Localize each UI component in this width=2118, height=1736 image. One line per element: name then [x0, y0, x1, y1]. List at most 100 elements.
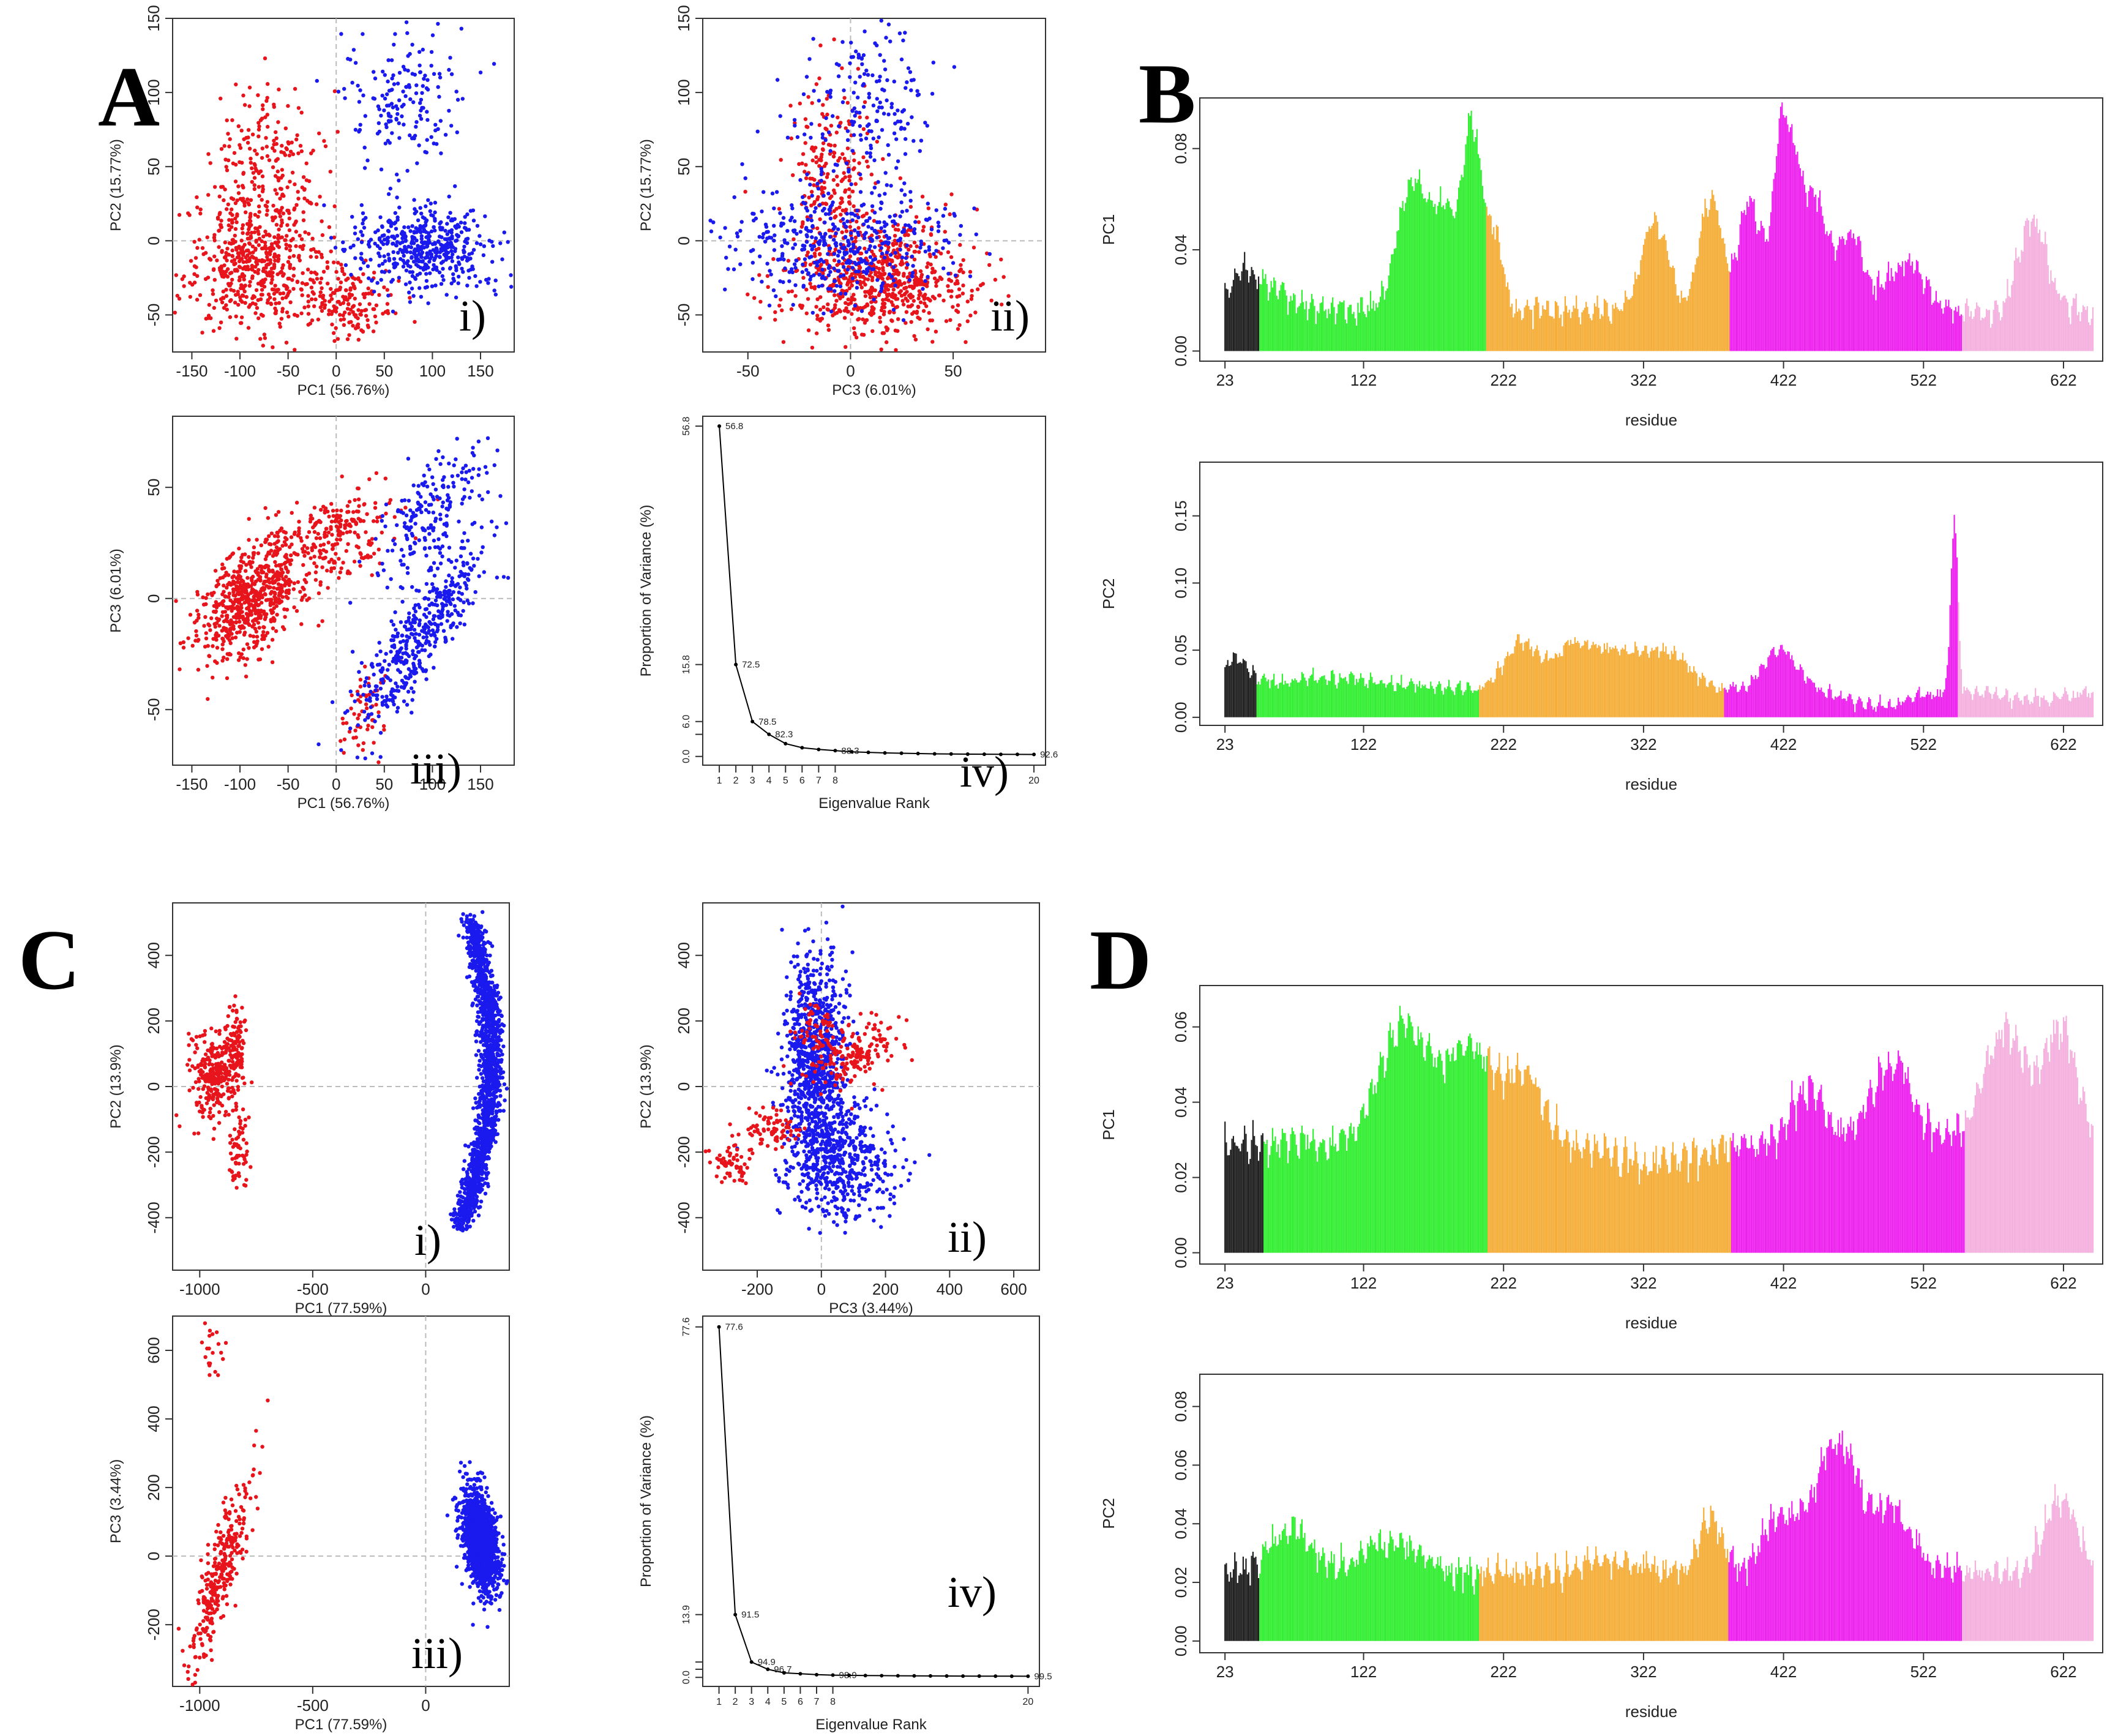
scatter-point [833, 215, 837, 220]
scatter-point [247, 203, 251, 207]
scatter-point [425, 285, 429, 289]
scatter-point [390, 687, 395, 692]
plot-frame [172, 18, 515, 353]
scatter-point [306, 268, 310, 272]
scatter-point [480, 497, 484, 501]
scatter-point [413, 656, 417, 660]
scatter-point [211, 644, 215, 648]
scatter-point [904, 256, 908, 260]
scatter-point [350, 80, 354, 85]
scatter-point [853, 113, 857, 118]
scatter-point [366, 716, 370, 720]
scatter-point [329, 249, 333, 253]
scatter-point [863, 236, 867, 241]
scatter-point [861, 105, 866, 109]
scatter-point [391, 262, 396, 266]
scatter-point [378, 215, 383, 220]
scatter-point [339, 508, 343, 513]
scatter-point [757, 234, 762, 239]
scatter-point [392, 82, 397, 86]
scatter-point [361, 748, 365, 752]
scatter-point [429, 135, 433, 140]
scatter-point [849, 231, 853, 235]
scatter-point [829, 309, 834, 314]
scatter-point [228, 271, 233, 275]
scatter-point [903, 31, 907, 35]
scatter-point [211, 292, 215, 296]
scatter-point [239, 238, 244, 243]
scatter-point [396, 250, 400, 255]
scatter-point [844, 345, 848, 349]
x-axis-label: Eigenvalue Rank [818, 795, 930, 812]
scatter-point [247, 227, 251, 231]
scatter-point [901, 302, 906, 307]
scatter-point [412, 251, 416, 256]
scatter-point [241, 260, 245, 264]
scatter-point [412, 136, 416, 141]
scatter-point [256, 657, 261, 662]
scatter-point [926, 261, 930, 266]
scatter-point [445, 222, 449, 226]
scatter-point [835, 263, 839, 268]
scatter-point [446, 242, 451, 247]
scatter-point [394, 226, 399, 231]
scatter-point [943, 230, 948, 234]
scatter-point [316, 742, 321, 747]
scatter-point [934, 329, 938, 334]
subpanel-label: iii) [410, 744, 462, 793]
scatter-point [329, 558, 334, 562]
scatter-point [261, 630, 266, 634]
scatter-point [413, 247, 417, 252]
x-tick-label: 50 [375, 775, 393, 793]
scatter-point [913, 337, 918, 342]
scatter-point [250, 619, 255, 623]
scatter-point [358, 279, 363, 284]
scatter-point [865, 115, 869, 120]
scatter-point [949, 289, 954, 293]
scatter-point [247, 555, 251, 559]
scatter-point [385, 302, 390, 306]
scatter-point [341, 240, 345, 244]
scatter-point [405, 250, 409, 254]
scatter-point [804, 75, 809, 79]
scatter-point [369, 705, 373, 709]
scatter-point [454, 558, 458, 563]
scatter-point [426, 301, 430, 305]
scatter-point [402, 122, 406, 127]
scatter-point [930, 266, 935, 271]
scatter-point [804, 287, 809, 292]
scatter-point [880, 241, 885, 246]
scatter-point [196, 667, 201, 672]
scatter-point [425, 118, 430, 122]
scatter-point [278, 196, 282, 201]
scatter-point [864, 219, 869, 223]
scatter-point [857, 110, 862, 115]
scatter-point [870, 226, 874, 231]
scatter-point [271, 568, 275, 573]
scatter-point [709, 229, 714, 234]
scatter-point [939, 252, 943, 256]
scatter-point [465, 577, 470, 582]
scatter-point [812, 149, 816, 153]
scatter-point [234, 337, 239, 341]
scatter-point [281, 263, 285, 268]
scatter-point [411, 294, 416, 298]
scatter-point [910, 254, 915, 259]
scatter-point [447, 573, 451, 578]
scatter-point [798, 101, 803, 106]
y-tick-label: 50 [144, 158, 163, 176]
scatter-point [424, 669, 428, 673]
scatter-point [235, 198, 239, 203]
scatter-point [408, 296, 412, 300]
scatter-point [872, 307, 876, 311]
scatter-point [315, 78, 319, 83]
scatter-point [327, 225, 332, 230]
scatter-point [492, 533, 497, 537]
scatter-point [256, 134, 261, 138]
scatter-point [856, 67, 861, 71]
scatter-point [373, 506, 378, 510]
scatter-point [290, 170, 295, 175]
scatter-point [892, 131, 897, 135]
scatter-point [842, 245, 847, 250]
scatter-point [794, 258, 798, 263]
